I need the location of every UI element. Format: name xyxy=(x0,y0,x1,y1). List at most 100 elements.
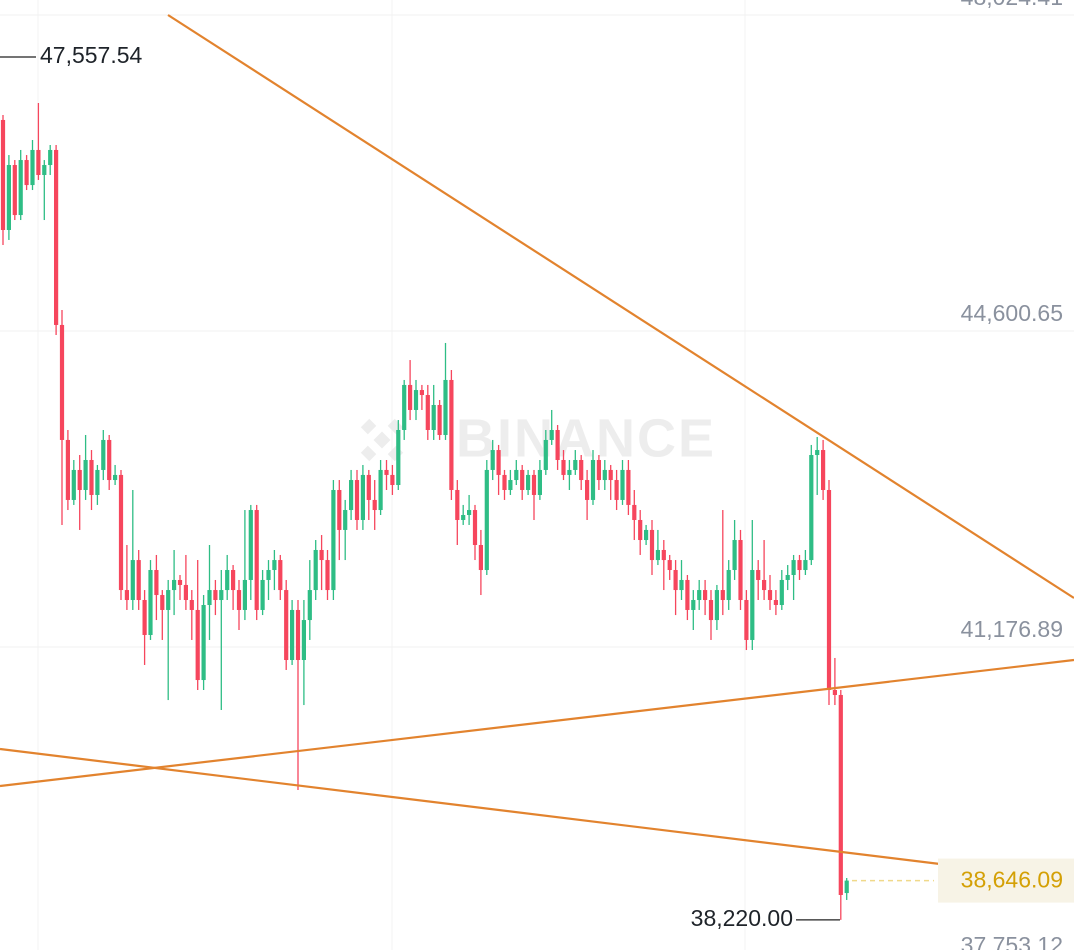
candle-body xyxy=(24,160,29,186)
candle-body xyxy=(402,384,407,430)
candle-body xyxy=(602,469,607,481)
candle-body xyxy=(301,620,306,661)
candle-body xyxy=(714,590,719,621)
y-tick-label: 37,753.12 xyxy=(961,932,1063,950)
last-price-label: 38,646.09 xyxy=(961,867,1063,893)
candle-body xyxy=(685,579,690,610)
candle-body xyxy=(484,469,489,571)
candle-body xyxy=(242,579,247,610)
horizontal-grid xyxy=(0,14,1074,648)
candle-body xyxy=(59,324,65,440)
candle-body xyxy=(366,474,371,500)
candle-body xyxy=(130,560,135,601)
candle-body xyxy=(738,540,743,601)
candle-body xyxy=(160,595,165,610)
candle-body xyxy=(95,469,100,495)
candle-body xyxy=(30,149,35,186)
trend-line xyxy=(167,14,1074,599)
candle-body xyxy=(372,499,377,511)
candle-body xyxy=(679,579,684,591)
candle-body xyxy=(443,379,448,435)
candle-body xyxy=(785,574,790,580)
candle-body xyxy=(573,459,578,470)
candle-body xyxy=(844,880,849,894)
candle-body xyxy=(307,590,312,621)
candle-body xyxy=(354,480,360,520)
candle-body xyxy=(219,590,224,601)
candle-body xyxy=(65,439,70,500)
candle-body xyxy=(590,459,596,500)
candle-body xyxy=(779,579,784,605)
candle-body xyxy=(661,549,666,561)
candle-body xyxy=(12,165,17,216)
candle-body xyxy=(349,480,354,511)
candle-body xyxy=(803,560,808,571)
candle-body xyxy=(54,149,59,325)
candle-body xyxy=(425,395,430,430)
candle-body xyxy=(343,510,348,530)
candle-body xyxy=(744,600,749,640)
candle-body xyxy=(526,474,531,490)
candle-body xyxy=(514,469,519,481)
trend-lines xyxy=(0,14,1074,866)
candle-body xyxy=(697,590,702,601)
candle-body xyxy=(649,529,655,561)
candle-body xyxy=(632,504,637,520)
candle-body xyxy=(478,545,483,571)
candle-body xyxy=(166,590,171,610)
candle-body xyxy=(177,579,183,585)
candle-body xyxy=(614,480,619,500)
watermark-text: BINANCE xyxy=(456,408,716,468)
candle-body xyxy=(585,480,590,500)
candle-body xyxy=(136,560,141,601)
candle-body xyxy=(691,600,696,610)
candle-body xyxy=(231,570,236,591)
candle-body xyxy=(172,579,177,591)
candle-body xyxy=(773,600,778,605)
candle-body xyxy=(431,404,436,430)
candle-body xyxy=(821,450,826,490)
candle-body xyxy=(531,474,537,495)
candle-body xyxy=(703,590,708,601)
candle-body xyxy=(502,474,507,490)
high-label: 47,557.54 xyxy=(40,42,143,68)
candle-body xyxy=(83,459,88,490)
candle-body xyxy=(18,160,23,216)
candle-body xyxy=(644,529,649,541)
candle-body xyxy=(508,480,513,490)
candle-body xyxy=(626,469,631,505)
candle-body xyxy=(567,469,572,475)
candle-body xyxy=(48,149,53,166)
candle-body xyxy=(667,560,672,571)
candle-body xyxy=(437,404,442,435)
candle-body xyxy=(260,579,265,610)
candle-body xyxy=(118,474,124,591)
candle-body xyxy=(708,600,714,621)
y-axis: 48,024.41 44,600.65 41,176.89 37,753.12 xyxy=(961,0,1063,950)
candle-body xyxy=(496,450,501,475)
candle-body xyxy=(248,510,253,580)
candle-body xyxy=(561,459,566,475)
candle-body xyxy=(520,469,525,490)
candle-body xyxy=(555,429,560,460)
candle-body xyxy=(313,549,318,591)
candle-body xyxy=(490,450,495,470)
candle-body xyxy=(620,469,625,500)
candle-body xyxy=(272,560,277,571)
candle-body xyxy=(655,549,660,561)
candle-body xyxy=(36,149,41,175)
candle-body xyxy=(6,165,11,230)
candle-body xyxy=(183,584,188,601)
candle-body xyxy=(201,604,206,681)
candle-body xyxy=(408,384,413,410)
candle-body xyxy=(549,429,554,440)
candle-body xyxy=(142,600,147,635)
candle-body xyxy=(290,609,295,661)
candle-body xyxy=(472,510,478,546)
y-tick-label: 48,024.41 xyxy=(961,0,1063,10)
candle-body xyxy=(124,590,129,601)
candle-body xyxy=(207,590,212,605)
candle-body xyxy=(295,609,301,661)
